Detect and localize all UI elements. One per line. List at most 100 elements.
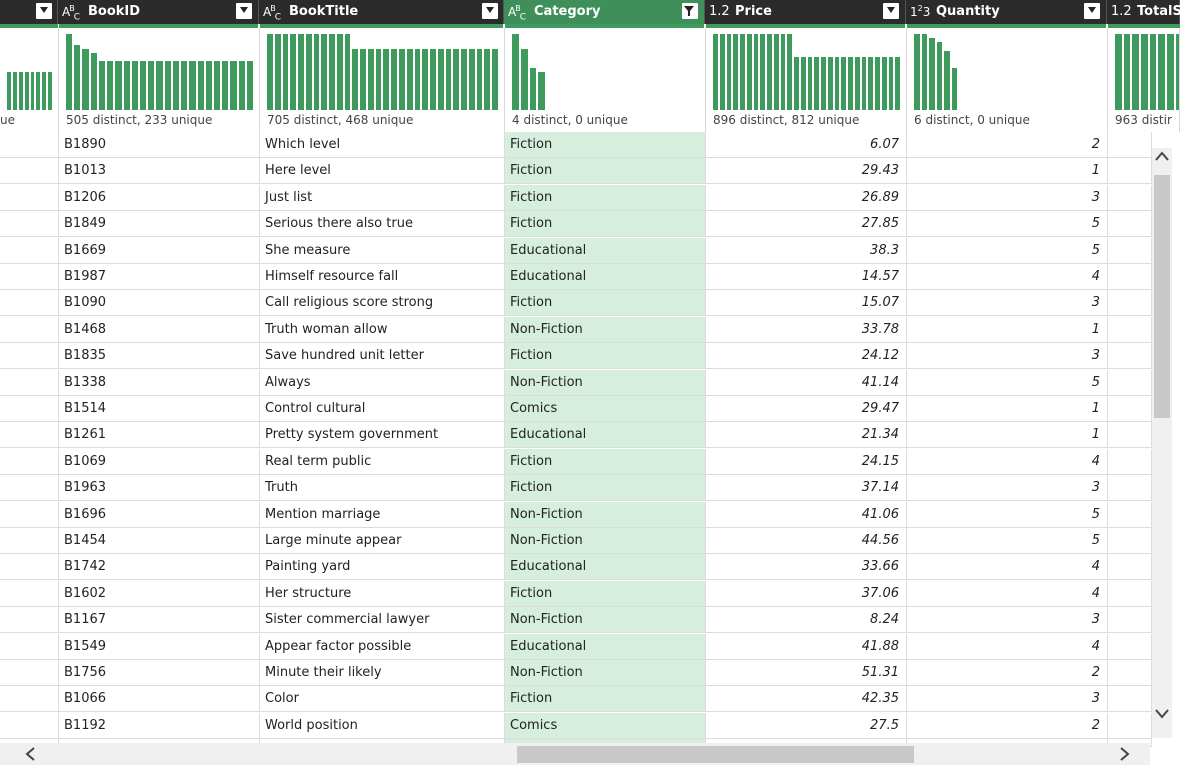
cell-empty[interactable] [1108,449,1152,475]
cell-price[interactable]: 37.14 [706,475,907,501]
cell-empty[interactable] [1108,211,1152,237]
horizontal-scroll-thumb[interactable] [517,746,914,763]
cell-quantity[interactable]: 5 [907,528,1108,554]
column-filter-dropdown[interactable] [236,3,252,19]
cell-bookid[interactable]: B1192 [59,713,260,739]
cell-booktitle[interactable]: Painting yard [260,554,505,580]
vertical-scroll-thumb[interactable] [1154,175,1170,418]
cell-empty[interactable] [0,290,59,316]
cell-category[interactable]: Fiction [505,211,706,237]
cell-category[interactable]: Fiction [505,290,706,316]
cell-quantity[interactable]: 4 [907,264,1108,290]
cell-price[interactable]: 33.66 [706,554,907,580]
cell-category[interactable]: Comics [505,396,706,422]
column-filter-dropdown[interactable] [682,3,698,19]
cell-bookid[interactable]: B1468 [59,317,260,343]
cell-quantity[interactable]: 4 [907,634,1108,660]
cell-bookid[interactable]: B1669 [59,238,260,264]
cell-empty[interactable] [0,211,59,237]
cell-bookid[interactable]: B1338 [59,370,260,396]
cell-empty[interactable] [1108,185,1152,211]
scroll-down-icon[interactable] [1154,708,1170,724]
cell-price[interactable]: 14.57 [706,264,907,290]
cell-price[interactable]: 41.06 [706,502,907,528]
cell-price[interactable]: 41.88 [706,634,907,660]
cell-empty[interactable] [0,132,59,158]
cell-price[interactable]: 33.78 [706,317,907,343]
cell-empty[interactable] [1108,660,1152,686]
column-filter-dropdown[interactable] [883,3,899,19]
column-header-bookid[interactable]: ABC BookID [58,0,259,24]
cell-booktitle[interactable]: Pretty system government [260,422,505,448]
cell-quantity[interactable]: 1 [907,396,1108,422]
cell-booktitle[interactable]: Appear factor possible [260,634,505,660]
column-header-total[interactable]: 1.2 TotalS [1107,0,1180,24]
cell-category[interactable]: Comics [505,713,706,739]
cell-price[interactable]: 51.31 [706,660,907,686]
cell-bookid[interactable]: B1013 [59,158,260,184]
cell-bookid[interactable]: B1167 [59,607,260,633]
cell-category[interactable]: Non-Fiction [505,370,706,396]
cell-price[interactable]: 24.12 [706,343,907,369]
cell-quantity[interactable]: 3 [907,343,1108,369]
cell-bookid[interactable]: B1742 [59,554,260,580]
column-header-category[interactable]: ABC Category [504,0,705,24]
column-header-price[interactable]: 1.2 Price [705,0,906,24]
cell-price[interactable]: 44.56 [706,528,907,554]
cell-booktitle[interactable]: Truth woman allow [260,317,505,343]
cell-bookid[interactable]: B1066 [59,686,260,712]
cell-price[interactable]: 8.24 [706,607,907,633]
cell-empty[interactable] [0,264,59,290]
cell-bookid[interactable]: B1602 [59,581,260,607]
cell-category[interactable]: Fiction [505,185,706,211]
cell-bookid[interactable]: B1756 [59,660,260,686]
column-header-quantity[interactable]: 123 Quantity [906,0,1107,24]
cell-booktitle[interactable]: Minute their likely [260,660,505,686]
cell-empty[interactable] [0,686,59,712]
cell-empty[interactable] [1108,686,1152,712]
cell-empty[interactable] [1108,132,1152,158]
cell-quantity[interactable]: 5 [907,502,1108,528]
cell-bookid[interactable]: B1206 [59,185,260,211]
cell-price[interactable]: 38.3 [706,238,907,264]
cell-bookid[interactable]: B1069 [59,449,260,475]
cell-category[interactable]: Fiction [505,581,706,607]
cell-booktitle[interactable]: Her structure [260,581,505,607]
cell-empty[interactable] [1108,528,1152,554]
cell-category[interactable]: Educational [505,634,706,660]
cell-empty[interactable] [0,343,59,369]
cell-quantity[interactable]: 4 [907,554,1108,580]
cell-quantity[interactable]: 2 [907,660,1108,686]
cell-bookid[interactable]: B1849 [59,211,260,237]
cell-price[interactable]: 29.47 [706,396,907,422]
cell-empty[interactable] [1108,554,1152,580]
cell-empty[interactable] [0,528,59,554]
cell-category[interactable]: Non-Fiction [505,607,706,633]
column-filter-dropdown[interactable] [482,3,498,19]
cell-quantity[interactable]: 4 [907,449,1108,475]
scroll-left-icon[interactable] [24,746,36,765]
cell-booktitle[interactable]: World position [260,713,505,739]
cell-empty[interactable] [0,422,59,448]
cell-empty[interactable] [1108,475,1152,501]
cell-category[interactable]: Fiction [505,475,706,501]
cell-empty[interactable] [0,660,59,686]
cell-empty[interactable] [1108,607,1152,633]
cell-price[interactable]: 24.15 [706,449,907,475]
cell-category[interactable]: Non-Fiction [505,502,706,528]
cell-quantity[interactable]: 1 [907,317,1108,343]
cell-booktitle[interactable]: Serious there also true [260,211,505,237]
cell-quantity[interactable]: 3 [907,290,1108,316]
cell-price[interactable]: 15.07 [706,290,907,316]
cell-empty[interactable] [0,581,59,607]
cell-empty[interactable] [1108,634,1152,660]
cell-category[interactable]: Educational [505,264,706,290]
cell-booktitle[interactable]: Large minute appear [260,528,505,554]
column-header-prev[interactable] [0,0,58,24]
cell-empty[interactable] [0,238,59,264]
cell-booktitle[interactable]: Control cultural [260,396,505,422]
cell-quantity[interactable]: 3 [907,185,1108,211]
cell-empty[interactable] [0,158,59,184]
cell-price[interactable]: 21.34 [706,422,907,448]
cell-empty[interactable] [1108,370,1152,396]
